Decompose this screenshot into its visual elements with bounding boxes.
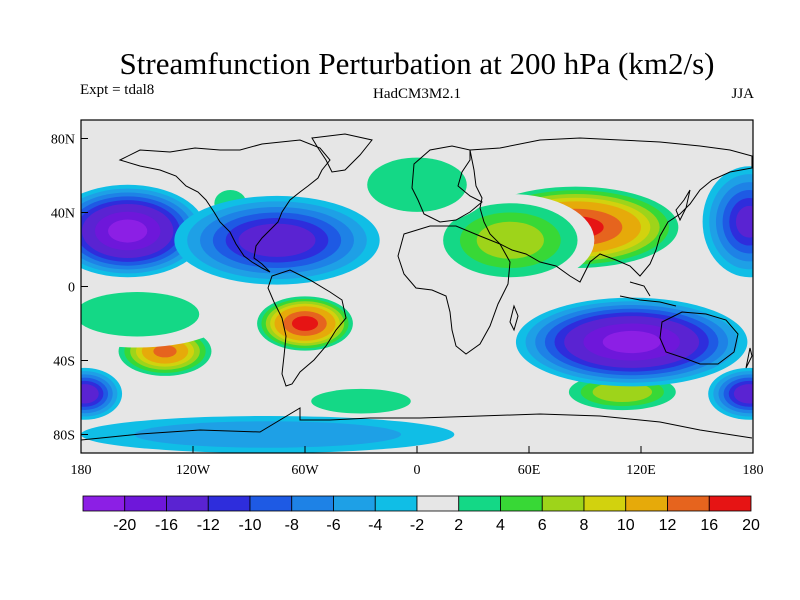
colorbar-swatch: [374, 495, 418, 512]
coastline-indonesia: [619, 281, 677, 307]
lon-tick-label: 120E: [626, 463, 656, 478]
coastline-new-zealand: [745, 347, 753, 369]
colorbar-label: -2: [410, 517, 424, 534]
lat-tick-label: 0: [68, 281, 75, 296]
colorbar-label: 2: [454, 517, 463, 534]
coastline-japan: [675, 189, 691, 222]
anomaly-center-11: [174, 195, 380, 285]
colorbar-swatch: [249, 495, 293, 512]
longitude-axis: 180 120W 60W 0 60E 120E 180: [71, 446, 764, 478]
contour-level: [602, 330, 661, 354]
coastline-antarctica: [81, 407, 753, 441]
coastline-australia: [659, 311, 739, 365]
colorbar-swatch: [166, 495, 209, 512]
colorbar-swatch: [416, 495, 460, 512]
colorbar-label: 4: [496, 517, 505, 534]
experiment-label: Expt = tdal8: [80, 82, 155, 98]
colorbar-swatch: [625, 495, 668, 512]
season-label: JJA: [731, 86, 754, 102]
colorbar-swatch: [124, 495, 167, 512]
colorbar-label: 20: [742, 517, 760, 534]
anomaly-center-12: [515, 297, 748, 387]
lat-tick-label: 80N: [51, 133, 75, 148]
contour-level: [367, 157, 467, 212]
coastline-asia: [469, 137, 753, 283]
lat-tick-label: 40S: [53, 355, 75, 370]
anomaly-center-13: [702, 166, 753, 278]
anomaly-center-15: [81, 367, 123, 420]
colorbar-label: 10: [617, 517, 635, 534]
contour-level: [238, 223, 316, 257]
colorbar-swatch: [458, 495, 501, 512]
lon-tick-label: 60E: [518, 463, 541, 478]
colorbar-swatch: [667, 495, 710, 512]
anomaly-center-10: [81, 184, 207, 278]
colorbar: -20 -16 -12 -10 -8 -6 -4 -2 2 4 6 8 10 12 16 20: [82, 495, 760, 534]
colorbar-label: 16: [700, 517, 718, 534]
coastline-south-america: [267, 269, 347, 387]
coastline-north-america: [118, 139, 331, 273]
coastline-europe: [411, 145, 483, 223]
colorbar-swatch: [82, 495, 126, 512]
colorbar-label: 8: [580, 517, 589, 534]
colorbar-label: 6: [538, 517, 547, 534]
anomaly-center-16: [81, 416, 455, 453]
colorbar-label: -6: [326, 517, 340, 534]
coastline-greenland: [311, 133, 373, 173]
colorbar-label: -12: [197, 517, 220, 534]
lon-tick-label: 60W: [291, 463, 319, 478]
lon-tick-label: 180: [71, 463, 92, 478]
colorbar-swatch: [541, 495, 585, 512]
lat-tick-label: 40N: [51, 207, 75, 222]
anomaly-center-3: [252, 293, 358, 354]
colorbar-swatch: [207, 495, 251, 512]
colorbar-swatch: [583, 495, 627, 512]
anomaly-center-5: [81, 280, 231, 348]
contour-level: [733, 384, 753, 404]
colorbar-label: -10: [238, 517, 261, 534]
chart-title: Streamfunction Perturbation at 200 hPa (…: [119, 46, 715, 81]
anomaly-center-2: [342, 144, 492, 226]
colorbar-label: -16: [155, 517, 178, 534]
coastlines: [81, 133, 753, 441]
colorbar-swatch: [708, 495, 752, 512]
contour-level: [81, 384, 99, 404]
anomaly-center-8: [286, 382, 436, 420]
contour-level: [134, 421, 402, 448]
anomaly-field: [81, 144, 753, 453]
anomaly-center-1: [426, 194, 595, 287]
lat-tick-label: 80S: [53, 429, 75, 444]
latitude-axis: 80N 40N 0 40S 80S: [51, 133, 88, 444]
contour-level: [153, 345, 177, 358]
colorbar-swatch: [333, 495, 376, 512]
model-label: HadCM3M2.1: [373, 86, 461, 102]
colorbar-label: -4: [368, 517, 382, 534]
contour-level: [735, 205, 753, 238]
anomaly-center-14: [708, 367, 753, 420]
colorbar-swatch: [291, 495, 334, 512]
contour-level: [108, 219, 148, 243]
colorbar-label: -20: [113, 517, 136, 534]
contour-level: [291, 316, 319, 331]
lon-tick-label: 120W: [176, 463, 211, 478]
contour-level: [311, 388, 411, 414]
coastline-africa: [397, 225, 511, 355]
colorbar-swatch: [500, 495, 543, 512]
lon-tick-label: 0: [414, 463, 421, 478]
colorbar-label: -8: [285, 517, 299, 534]
contour-level: [81, 292, 200, 337]
contour-level: [592, 381, 653, 403]
lon-tick-label: 180: [743, 463, 764, 478]
colorbar-label: 12: [659, 517, 677, 534]
coastline-madagascar: [509, 304, 519, 332]
contour-level: [476, 221, 544, 259]
